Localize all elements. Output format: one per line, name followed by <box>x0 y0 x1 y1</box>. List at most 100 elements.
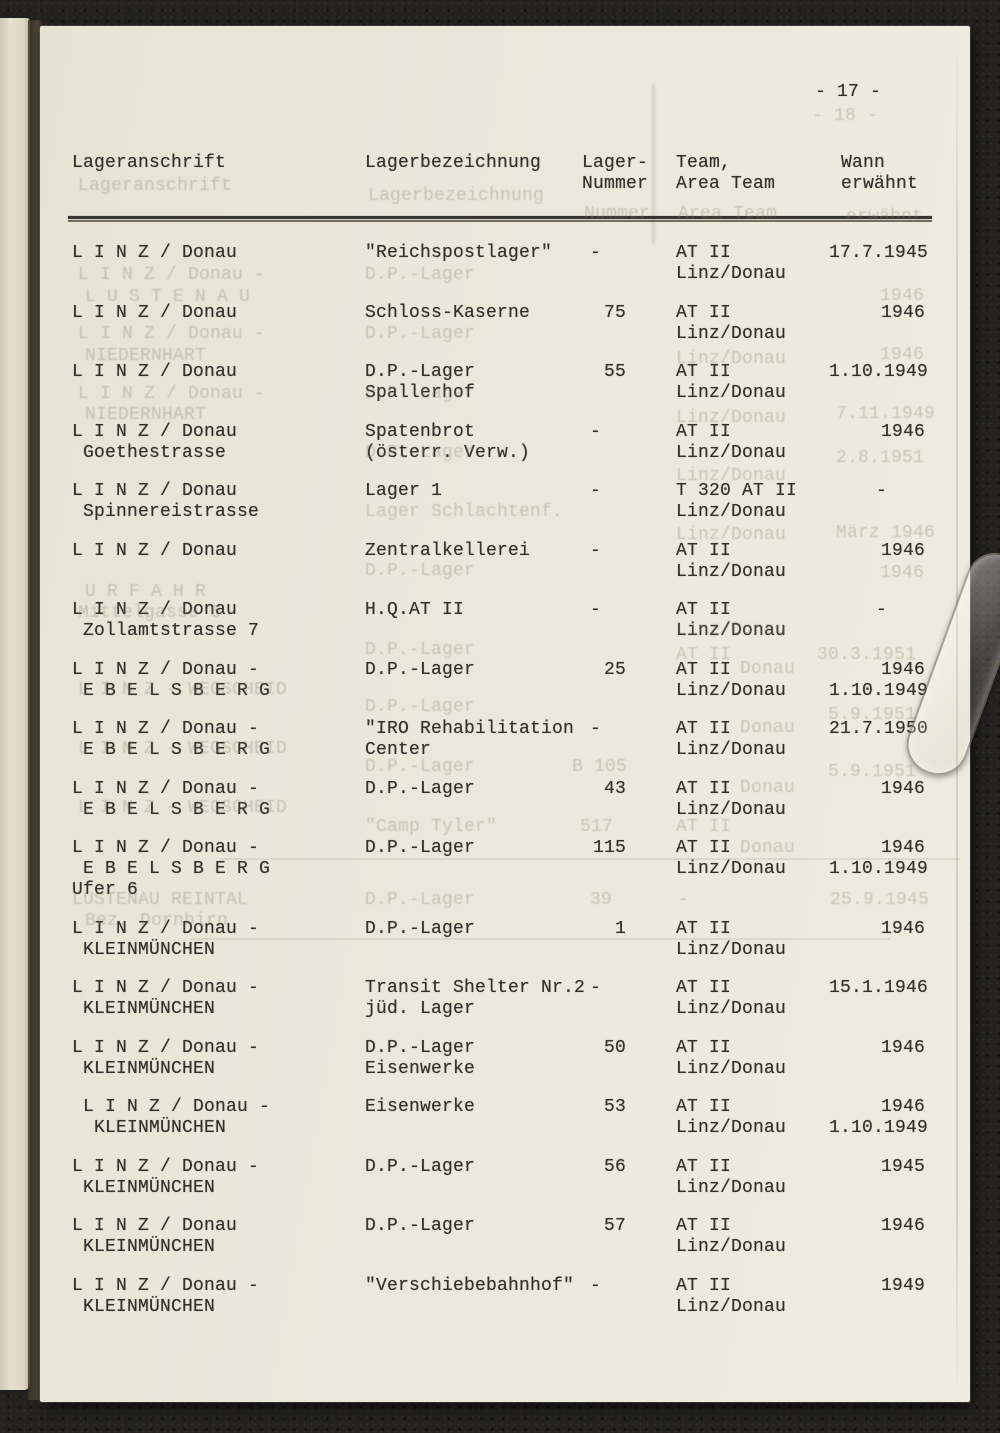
cell-team: AT II Linz/Donau <box>676 302 787 344</box>
cell-lager-nummer: 43 <box>603 778 626 799</box>
cell-team: T 320 AT II Linz/Donau <box>676 481 798 522</box>
cell-team: AT II Linz/Donau <box>676 659 787 701</box>
table-row: L I N Z / Donau - KLEINMÜNCHEN D.P.-Lage… <box>72 1157 925 1199</box>
cell-lager-nummer: - <box>590 978 602 998</box>
table-row: L I N Z / Donau - E B E L S B E R G "IRO… <box>72 719 929 761</box>
cell-wann-erwaehnt: 1.10.1949 <box>829 362 929 382</box>
cell-lagerbezeichnung: Lager 1 <box>365 481 443 501</box>
column-header-lagerbezeichnung: Lagerbezeichnung <box>365 153 542 173</box>
cell-lager-nummer: - <box>590 421 602 442</box>
table-row: L I N Z / Donau Goethestrasse Spatenbrot… <box>72 422 925 464</box>
cell-lageranschrift: L I N Z / Donau <box>72 243 238 263</box>
cell-lageranschrift: L I N Z / Donau KLEINMÜNCHEN <box>72 1216 238 1257</box>
cell-lageranschrift: L I N Z / Donau - E B E L S B E R G <box>72 719 271 760</box>
cell-lageranschrift: L I N Z / Donau Spinnereistrasse <box>72 481 260 522</box>
cell-team: AT II Linz/Donau <box>676 362 787 403</box>
cell-team: AT II Linz/Donau <box>676 1097 787 1138</box>
column-header-team: Team, Area Team <box>676 153 776 194</box>
cell-lagerbezeichnung: D.P.-Lager <box>365 838 476 858</box>
cell-team: AT II Linz/Donau <box>676 600 787 641</box>
cell-team: AT II Linz/Donau <box>676 1156 787 1198</box>
cell-team: AT II Linz/Donau <box>676 838 787 879</box>
cell-wann-erwaehnt: 17.7.1945 <box>829 243 929 263</box>
table-row: L I N Z / Donau - E B E L S B E R G D.P.… <box>72 779 925 821</box>
cell-lager-nummer: 56 <box>603 1156 626 1177</box>
cell-lagerbezeichnung: Schloss-Kaserne <box>365 302 531 323</box>
cell-lager-nummer: 50 <box>603 1037 626 1058</box>
cell-team: AT II Linz/Donau <box>676 1037 787 1079</box>
table-row: L I N Z / Donau - KLEINMÜNCHEN Transit S… <box>72 978 928 1020</box>
cell-lageranschrift: L I N Z / Donau - KLEINMÜNCHEN <box>72 1275 260 1317</box>
cell-lageranschrift: L I N Z / Donau <box>72 540 238 561</box>
table-row: L I N Z / Donau Zentralkellerei - AT II … <box>72 541 925 583</box>
cell-wann-erwaehnt: 1945 <box>880 1156 925 1177</box>
page-edge-crease <box>956 26 958 1402</box>
cell-wann-erwaehnt: 1946 <box>880 1037 925 1058</box>
cell-lagerbezeichnung: "IRO Rehabilitation Center <box>365 719 575 760</box>
cell-wann-erwaehnt: 1946 1.10.1949 <box>829 838 929 879</box>
table-row: L I N Z / Donau "Reichspostlager" - AT I… <box>72 243 929 285</box>
cell-lagerbezeichnung: D.P.-Lager <box>365 1156 476 1177</box>
cell-lager-nummer: 115 <box>592 838 626 858</box>
cell-team: AT II Linz/Donau <box>676 540 787 582</box>
cell-lagerbezeichnung: Zentralkellerei <box>365 540 531 561</box>
cell-wann-erwaehnt: 1946 <box>880 421 925 442</box>
cell-team: AT II Linz/Donau <box>676 243 787 284</box>
column-header-lager-nummer: Lager- Nummer <box>582 153 649 194</box>
cell-team: AT II Linz/Donau <box>676 421 787 463</box>
header-rule <box>68 216 932 223</box>
cell-team: AT II Linz/Donau <box>676 1275 787 1317</box>
cell-lageranschrift: L I N Z / Donau - KLEINMÜNCHEN <box>72 918 260 960</box>
cell-wann-erwaehnt: 1946 <box>880 778 925 799</box>
table-row: L I N Z / Donau Schloss-Kaserne 75 AT II… <box>72 303 925 345</box>
cell-lagerbezeichnung: H.Q.AT II <box>365 600 465 620</box>
table-row: L I N Z / Donau Spinnereistrasse Lager 1… <box>72 481 925 523</box>
cell-lagerbezeichnung: D.P.-Lager Spallerhof <box>365 362 476 403</box>
cell-team: AT II Linz/Donau <box>676 1216 787 1257</box>
cell-wann-erwaehnt: 1946 1.10.1949 <box>829 1097 929 1138</box>
cell-team: AT II Linz/Donau <box>676 778 787 820</box>
cell-lagerbezeichnung: Spatenbrot (österr. Verw.) <box>365 421 531 463</box>
cell-team: AT II Linz/Donau <box>676 719 787 760</box>
table-row: L I N Z / Donau - E B E L S B E R G D.P.… <box>72 659 928 702</box>
cell-lageranschrift: L I N Z / Donau - E B E L S B E R G Ufer… <box>72 838 271 900</box>
cell-lagerbezeichnung: D.P.-Lager <box>365 918 476 939</box>
cell-lageranschrift: L I N Z / Donau - KLEINMÜNCHEN <box>72 978 260 1019</box>
table-row: L I N Z / Donau KLEINMÜNCHEN D.P.-Lager … <box>72 1216 925 1258</box>
table-row: L I N Z / Donau Zollamtstrasse 7 H.Q.AT … <box>72 600 925 642</box>
cell-lagerbezeichnung: Transit Shelter Nr.2 jüd. Lager <box>365 978 586 1019</box>
table-row: L I N Z / Donau - E B E L S B E R G Ufer… <box>72 838 929 901</box>
cell-wann-erwaehnt: 1946 <box>880 302 925 323</box>
cell-lager-nummer: 1 <box>614 918 626 939</box>
cell-lageranschrift: L I N Z / Donau Goethestrasse <box>72 421 238 463</box>
cell-lager-nummer: 55 <box>603 362 626 382</box>
table-row: L I N Z / Donau - KLEINMÜNCHEN "Verschie… <box>72 1276 925 1318</box>
cell-lager-nummer: - <box>590 243 602 263</box>
cell-lageranschrift: L I N Z / Donau <box>72 302 238 323</box>
cell-lageranschrift: L I N Z / Donau - KLEINMÜNCHEN <box>83 1097 271 1138</box>
cell-lagerbezeichnung: D.P.-Lager <box>365 659 476 680</box>
header-rule-line <box>68 216 932 219</box>
cell-lager-nummer: - <box>590 540 602 561</box>
cell-lagerbezeichnung: D.P.-Lager <box>365 778 476 799</box>
cell-wann-erwaehnt: - <box>876 481 888 501</box>
table-row: L I N Z / Donau - KLEINMÜNCHEN D.P.-Lage… <box>72 919 925 961</box>
cell-wann-erwaehnt: 21.7.1950 <box>829 719 929 739</box>
column-header-lageranschrift: Lageranschrift <box>72 153 227 173</box>
cell-lageranschrift: L I N Z / Donau - E B E L S B E R G <box>72 659 271 701</box>
adjacent-page-edge <box>0 18 30 1390</box>
cell-lagerbezeichnung: D.P.-Lager Eisenwerke <box>365 1037 476 1079</box>
cell-lager-nummer: - <box>590 1275 602 1296</box>
cell-team: AT II Linz/Donau <box>676 918 787 960</box>
table-row: L I N Z / Donau - KLEINMÜNCHEN D.P.-Lage… <box>72 1038 925 1080</box>
cell-wann-erwaehnt: - <box>876 600 888 620</box>
cell-lager-nummer: - <box>590 481 602 501</box>
cell-lageranschrift: L I N Z / Donau <box>72 362 238 382</box>
cell-lager-nummer: - <box>590 600 602 620</box>
cell-wann-erwaehnt: 1946 <box>880 1216 925 1236</box>
cell-lageranschrift: L I N Z / Donau Zollamtstrasse 7 <box>72 600 260 641</box>
cell-lageranschrift: L I N Z / Donau - KLEINMÜNCHEN <box>72 1037 260 1079</box>
cell-lagerbezeichnung: "Verschiebebahnhof" <box>365 1275 575 1296</box>
page-number: - 17 - <box>815 82 882 102</box>
